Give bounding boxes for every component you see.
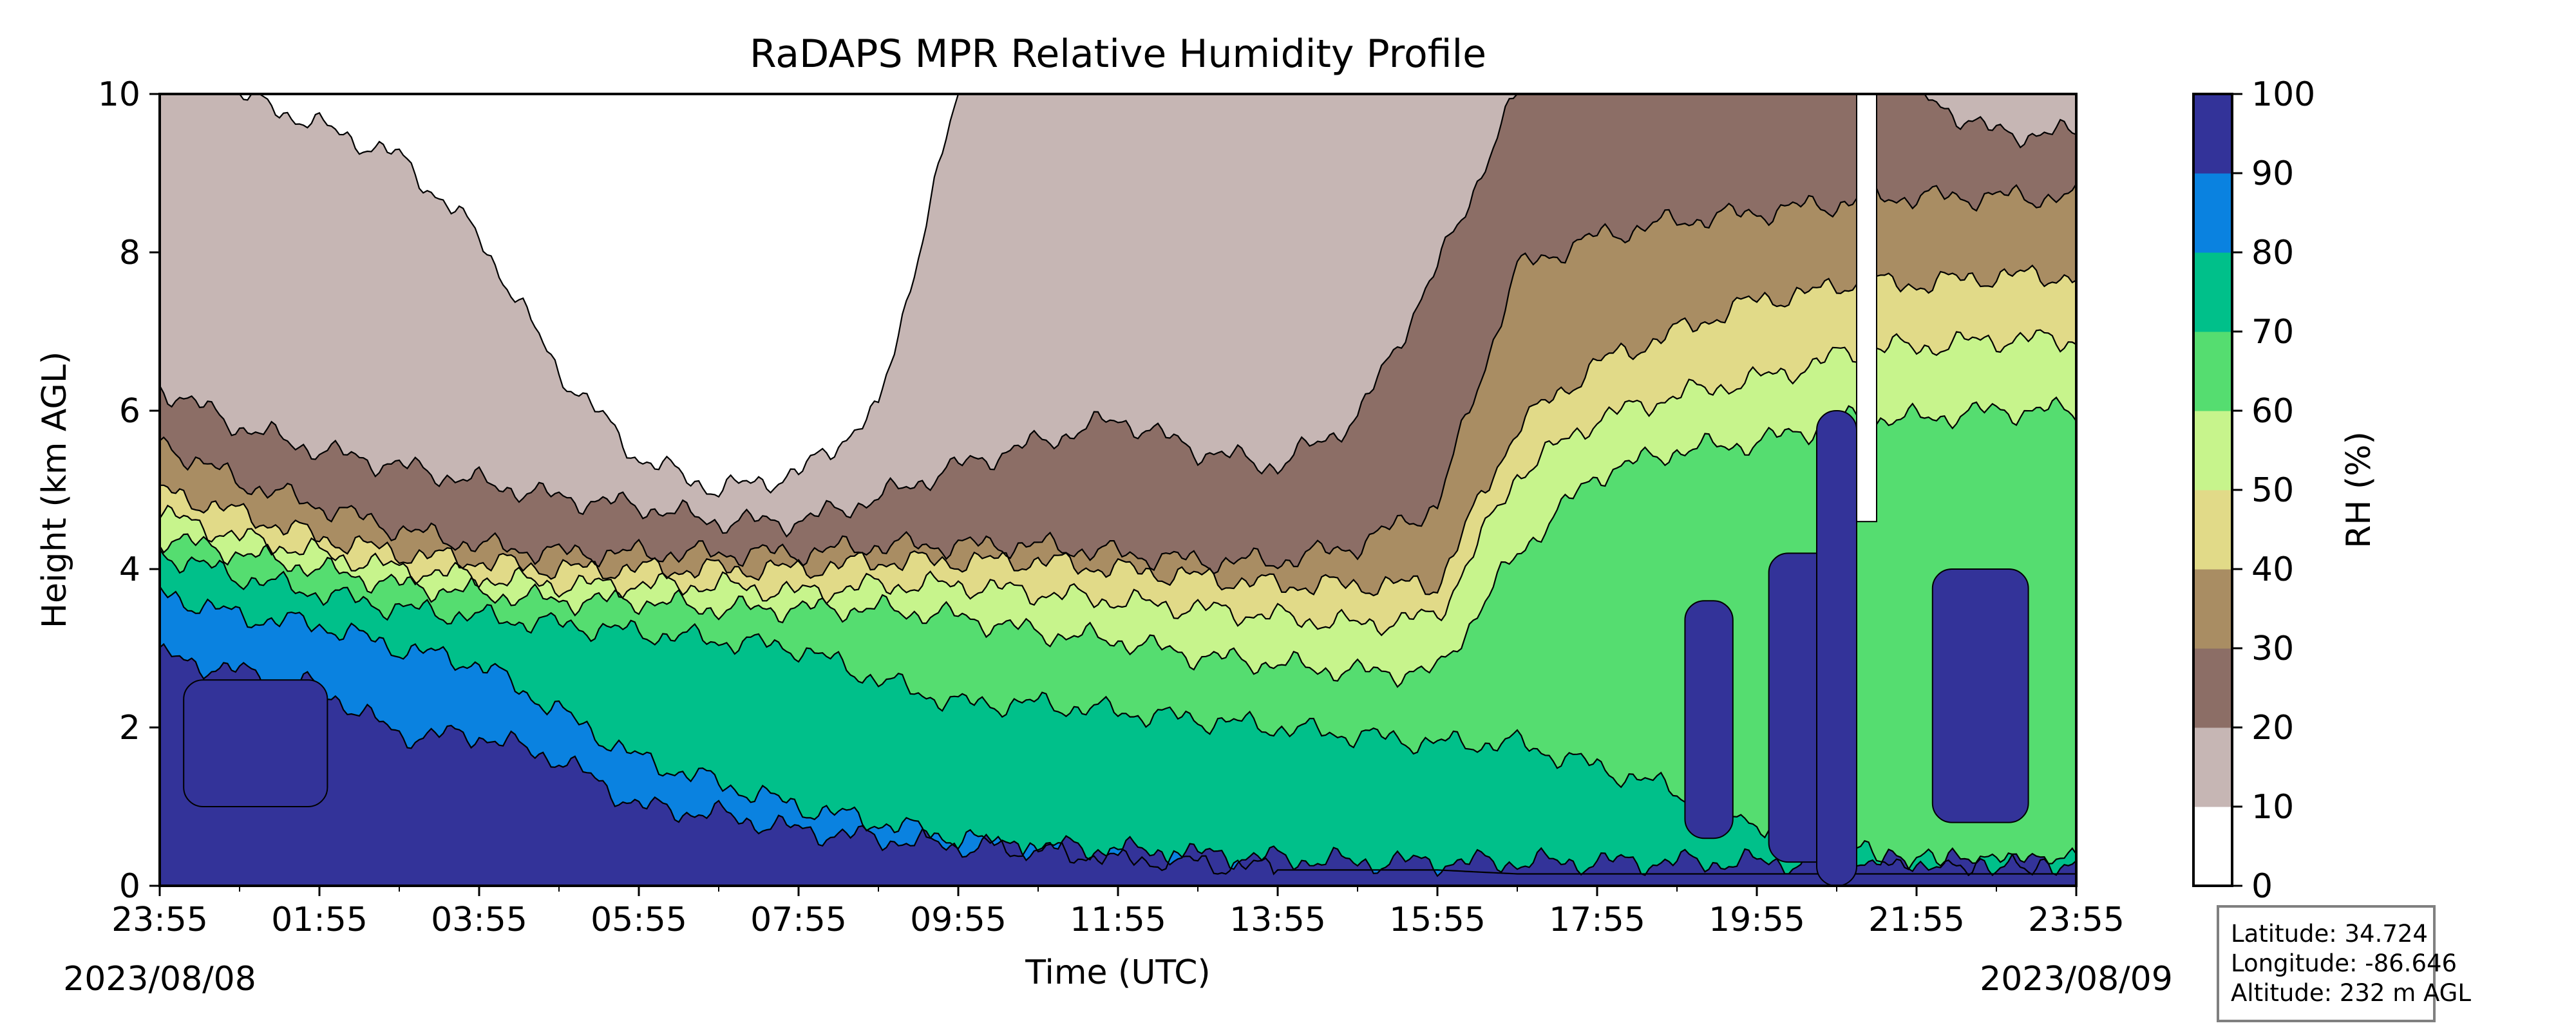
y-tick-label: 0	[119, 867, 140, 906]
colorbar-tick-label: 60	[2251, 392, 2294, 431]
station-info-box: Latitude: 34.724 Longitude: -86.646 Alti…	[2217, 905, 2471, 1022]
y-axis: 0 2 4 6 8 10	[98, 75, 160, 906]
colorbar-swatch	[2193, 94, 2232, 174]
x-tick-label: 19:55	[1709, 901, 1805, 939]
moist-core-3	[1816, 410, 1857, 886]
colorbar-swatch	[2193, 648, 2232, 728]
colorbar-swatch	[2193, 490, 2232, 570]
colorbar-tick-label: 50	[2251, 471, 2294, 510]
chart-title: RaDAPS MPR Relative Humidity Profile	[750, 32, 1486, 77]
colorbar-tick-label: 0	[2251, 867, 2273, 906]
colorbar-tick-label: 10	[2251, 788, 2294, 827]
y-axis-label: Height (km AGL)	[35, 351, 74, 628]
contour-line-rh90	[160, 642, 2076, 877]
colorbar-swatch	[2193, 727, 2232, 807]
x-axis-label: Time (UTC)	[1025, 953, 1210, 992]
x-tick-label: 11:55	[1070, 901, 1166, 939]
moist-core-2	[1684, 600, 1734, 839]
x-tick-label: 07:55	[750, 901, 847, 939]
contour-line-rh20	[160, 94, 2076, 538]
dry-column	[1856, 94, 1877, 523]
rh-band-90-100	[160, 644, 2076, 886]
colorbar-swatch	[2193, 332, 2232, 411]
end-date-label: 2023/08/09	[1980, 960, 2173, 998]
contour-line-rh30	[160, 182, 2076, 575]
y-tick-label: 2	[119, 709, 140, 747]
start-date-label: 2023/08/08	[63, 960, 256, 998]
x-tick-label: 03:55	[431, 901, 527, 939]
x-tick-label: 21:55	[1868, 901, 1965, 939]
y-tick-label: 8	[119, 234, 140, 272]
colorbar-label: RH (%)	[2340, 431, 2378, 548]
colorbar-tick-label: 90	[2251, 154, 2294, 193]
y-tick-label: 6	[119, 392, 140, 431]
contour-field	[160, 94, 2076, 886]
colorbar-tick-label: 20	[2251, 709, 2294, 747]
colorbar-swatch	[2193, 173, 2232, 253]
altitude-text: Altitude: 232 m AGL	[2231, 979, 2471, 1007]
contour-line-rh10	[160, 94, 2076, 498]
latitude-text: Latitude: 34.724	[2231, 920, 2428, 948]
x-tick-label: 23:55	[111, 901, 208, 939]
y-tick-label: 10	[98, 75, 140, 114]
colorbar-tick-label: 40	[2251, 550, 2294, 589]
x-tick-label: 13:55	[1229, 901, 1326, 939]
moist-core-4	[1931, 568, 2029, 823]
colorbar: 0 10 20 30 40 50 60 70 80 90 100	[2192, 75, 2315, 906]
contour-line-rh80	[160, 586, 2076, 876]
y-tick-label: 4	[119, 550, 140, 589]
colorbar-swatch	[2193, 411, 2232, 491]
colorbar-tick-label: 70	[2251, 313, 2294, 351]
contour-line-rh40	[160, 264, 2076, 597]
colorbar-swatch	[2193, 807, 2232, 886]
contour-line-rh50	[160, 329, 2076, 637]
x-tick-label: 15:55	[1389, 901, 1486, 939]
colorbar-swatch	[2193, 252, 2232, 332]
x-tick-label: 01:55	[271, 901, 368, 939]
x-tick-label: 05:55	[591, 901, 687, 939]
colorbar-tick-label: 30	[2251, 630, 2294, 668]
moist-core-early	[183, 679, 328, 807]
colorbar-tick-label: 100	[2251, 75, 2315, 114]
x-axis: 23:55 01:55 03:55 05:55 07:55 09:55 11:55 13:55…	[111, 886, 2125, 939]
contour-line-rh60	[160, 396, 2076, 688]
contour-line-rh70	[160, 548, 2076, 877]
x-tick-label: 17:55	[1549, 901, 1645, 939]
colorbar-swatch	[2193, 569, 2232, 649]
longitude-text: Longitude: -86.646	[2231, 950, 2458, 977]
x-tick-label: 23:55	[2028, 901, 2125, 939]
colorbar-tick-label: 80	[2251, 234, 2294, 272]
x-tick-label: 09:55	[910, 901, 1007, 939]
